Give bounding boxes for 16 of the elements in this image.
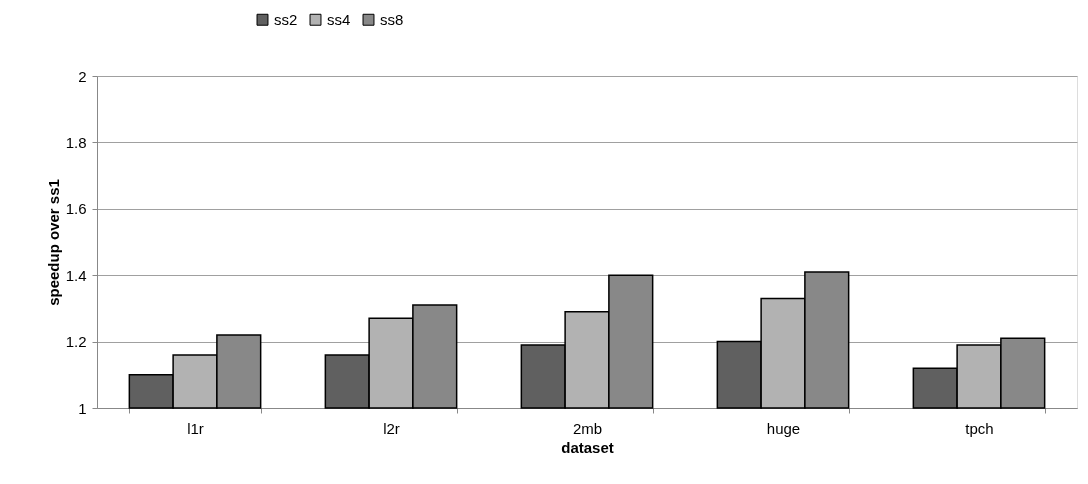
x-tick-label: l2r (383, 419, 400, 437)
y-tick-label: 1.4 (65, 266, 87, 284)
y-tick-label: 1.2 (65, 333, 87, 351)
y-axis-title: speedup over ss1 (44, 179, 62, 306)
legend-label: ss8 (380, 10, 404, 28)
x-axis-title: dataset (561, 438, 614, 456)
y-tick-label: 1.6 (65, 200, 87, 218)
x-tick-label: huge (766, 419, 801, 437)
y-tick-label: 1.8 (65, 133, 87, 151)
y-tick-label: 1 (78, 399, 87, 417)
x-tick-label: 2mb (572, 419, 603, 437)
x-tick-label: l1r (187, 419, 204, 437)
legend-label: ss2 (274, 10, 298, 28)
x-tick-label: tpch (965, 419, 994, 437)
y-tick-label: 2 (78, 67, 87, 85)
legend-label: ss4 (327, 10, 351, 28)
